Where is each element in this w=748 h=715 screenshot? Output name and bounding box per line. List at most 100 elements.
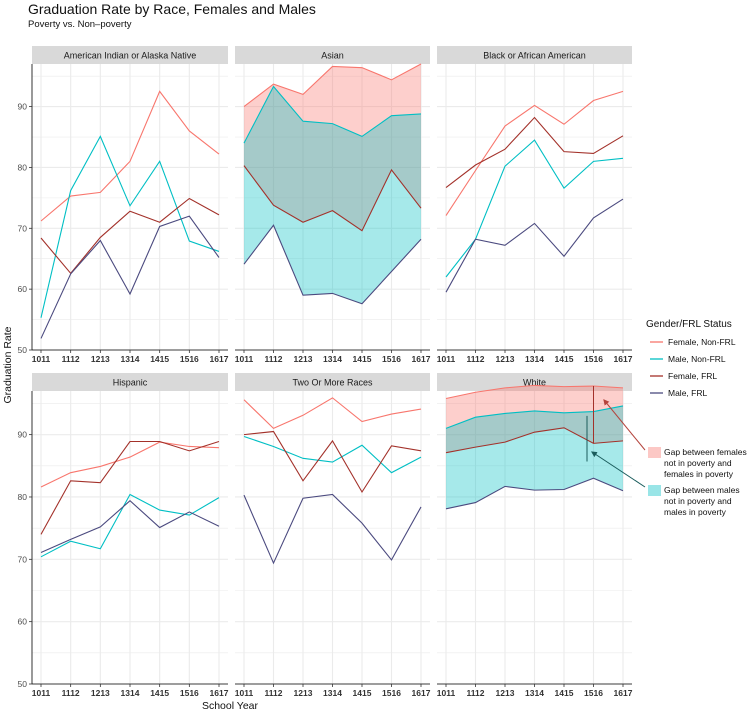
series-line	[243, 435, 422, 474]
gap-legend-label: Gap between males	[664, 485, 740, 495]
x-tick-label: 1213	[294, 354, 313, 364]
series-line	[40, 499, 220, 553]
x-tick-label: 1415	[150, 688, 169, 698]
y-tick-label: 50	[18, 345, 28, 355]
series-line	[40, 90, 220, 222]
y-tick-label: 60	[18, 617, 28, 627]
panel: Hispanic 50 60 70 80 90 1011 1112 1213 1314 1415 15…	[18, 373, 229, 698]
x-tick-label: 1415	[150, 354, 169, 364]
y-tick-label: 70	[18, 554, 28, 564]
x-tick-label: 1314	[121, 688, 140, 698]
x-tick-label: 1617	[412, 688, 431, 698]
x-tick-label: 1011	[437, 688, 456, 698]
x-tick-label: 1314	[323, 354, 342, 364]
panel-strip	[437, 46, 632, 64]
legend-label: Female, Non-FRL	[668, 337, 736, 347]
x-tick-label: 1516	[584, 688, 603, 698]
x-tick-label: 1415	[353, 354, 372, 364]
x-tick-label: 1617	[614, 354, 633, 364]
x-tick-label: 1415	[555, 354, 574, 364]
panel-title: American Indian or Alaska Native	[64, 51, 197, 61]
panel: Two Or More Races 1011 1112 1213 1314 1415 151…	[235, 373, 431, 698]
x-tick-label: 1112	[62, 354, 80, 364]
series-line	[40, 441, 220, 488]
series-line	[243, 430, 422, 494]
panel: Black or African American 1011 1112 1213 131…	[437, 46, 633, 364]
legend-label: Male, Non-FRL	[668, 354, 726, 364]
gap-legend-swatch	[648, 485, 661, 496]
legend-label: Female, FRL	[668, 371, 717, 381]
panel-title: Two Or More Races	[292, 378, 373, 388]
x-tick-label: 1011	[235, 688, 254, 698]
x-tick-label: 1213	[91, 688, 110, 698]
series-line	[243, 397, 422, 430]
legend: Gender/FRL Status Female, Non-FRL Male, No…	[646, 319, 747, 517]
x-tick-label: 1617	[614, 688, 633, 698]
series-line	[243, 493, 422, 565]
panel-title: Black or African American	[483, 51, 586, 61]
panel-title: Hispanic	[113, 378, 148, 388]
series-line	[40, 440, 220, 535]
panel-title: White	[523, 378, 546, 388]
series-line	[445, 198, 624, 293]
x-tick-label: 1516	[382, 354, 401, 364]
panel-strip	[235, 46, 430, 64]
female-gap-ribbon	[244, 64, 421, 231]
x-tick-label: 1011	[437, 354, 456, 364]
x-tick-label: 1112	[62, 688, 80, 698]
chart-subtitle: Poverty vs. Non–poverty	[28, 19, 132, 30]
y-tick-label: 80	[18, 162, 28, 172]
y-tick-label: 80	[18, 492, 28, 502]
series-line	[243, 224, 422, 305]
series-line	[445, 477, 624, 510]
chart-title: Graduation Rate by Race, Females and Mal…	[28, 1, 316, 17]
series-line	[243, 63, 422, 108]
x-tick-label: 1516	[180, 688, 199, 698]
x-tick-label: 1516	[382, 688, 401, 698]
x-tick-label: 1112	[467, 354, 485, 364]
series-line	[445, 116, 624, 188]
male-gap-ribbon	[446, 405, 623, 509]
panel-title: Asian	[321, 51, 344, 61]
male-gap-arrow	[590, 451, 646, 488]
panel: White 1011 1112 1213 1314 1415 1516 1617	[437, 373, 633, 698]
x-tick-label: 1617	[210, 354, 229, 364]
y-tick-label: 90	[18, 102, 28, 112]
y-tick-label: 50	[18, 679, 28, 689]
x-tick-label: 1213	[294, 688, 313, 698]
legend-title: Gender/FRL Status	[646, 319, 732, 330]
gap-legend-swatch	[648, 447, 661, 458]
x-tick-label: 1415	[353, 688, 372, 698]
y-tick-label: 90	[18, 430, 28, 440]
gap-legend-label: not in poverty and	[664, 496, 732, 506]
x-tick-label: 1011	[32, 688, 51, 698]
panel: Asian 1011 1112 1213 1314 1415 1516 1617	[235, 46, 431, 364]
x-tick-label: 1112	[265, 688, 283, 698]
x-tick-label: 1314	[121, 354, 140, 364]
x-tick-label: 1516	[584, 354, 603, 364]
x-axis-title: School Year	[202, 700, 259, 712]
series-line	[40, 135, 220, 318]
series-line	[243, 165, 422, 232]
series-line	[40, 493, 220, 558]
female-gap-arrow	[603, 399, 646, 451]
y-tick-label: 70	[18, 223, 28, 233]
panel-strip	[32, 373, 228, 391]
x-tick-label: 1314	[323, 688, 342, 698]
x-tick-label: 1213	[496, 688, 515, 698]
x-tick-label: 1516	[180, 354, 199, 364]
series-line	[243, 85, 422, 144]
x-tick-label: 1112	[265, 354, 283, 364]
gap-legend-label: Gap between females	[664, 447, 747, 457]
x-tick-label: 1617	[210, 688, 229, 698]
y-axis-title: Graduation Rate	[2, 326, 14, 403]
panel-strip	[32, 46, 228, 64]
x-tick-label: 1213	[496, 354, 515, 364]
series-line	[445, 90, 624, 216]
legend-label: Male, FRL	[668, 388, 707, 398]
female-gap-ribbon	[446, 385, 623, 453]
gap-legend-label: not in poverty and	[664, 458, 732, 468]
panel-strip	[235, 373, 430, 391]
x-tick-label: 1213	[91, 354, 110, 364]
